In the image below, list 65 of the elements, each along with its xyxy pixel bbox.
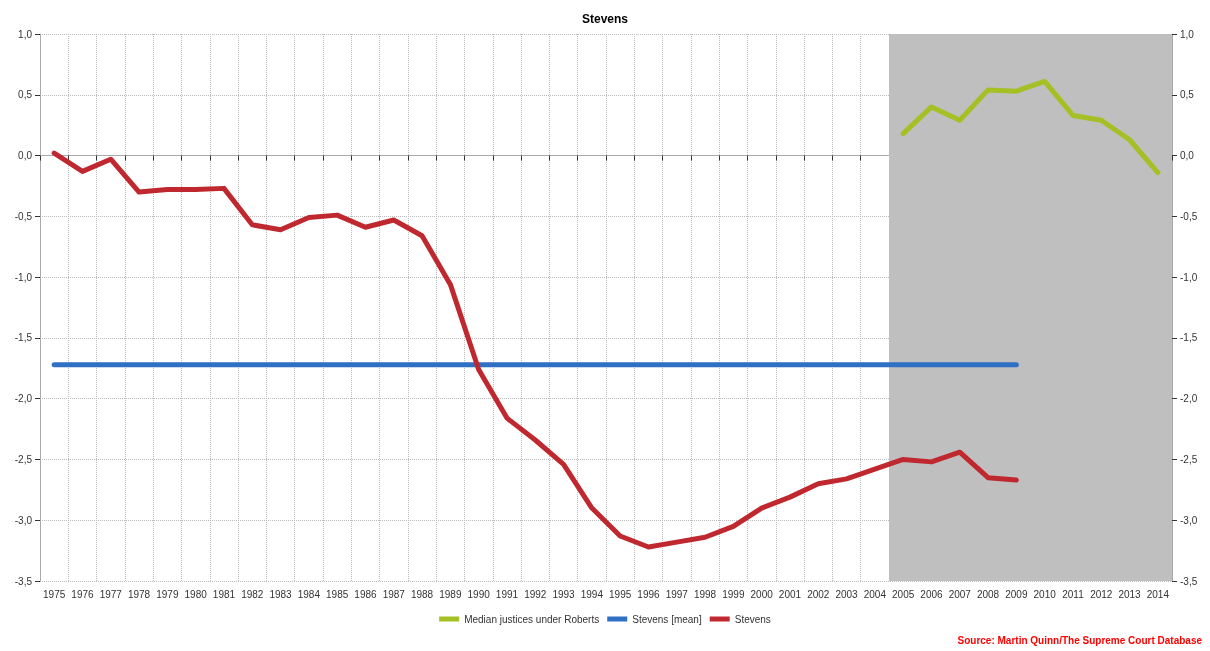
x-tick-label: 1995 <box>609 588 632 600</box>
y2-tick-label: -0,5 <box>1180 210 1198 222</box>
x-tick-label: 1976 <box>71 588 95 600</box>
y2-tick-label: 0,0 <box>1180 150 1195 162</box>
x-tick-label: 1987 <box>382 588 406 600</box>
x-tick-label: 1981 <box>212 588 236 600</box>
x-tick-label: 2013 <box>1118 588 1142 600</box>
y-tick-label: 1,0 <box>18 28 33 40</box>
x-tick-label: 1985 <box>326 588 349 600</box>
x-tick-label: 2014 <box>1146 588 1170 600</box>
x-tick-label: 2002 <box>807 588 830 600</box>
x-tick-label: 1988 <box>410 588 434 600</box>
source-note: Source: Martin Quinn/The Supreme Court Database <box>957 634 1203 646</box>
x-tick-label: 1975 <box>43 588 66 600</box>
x-tick-label: 2011 <box>1062 588 1085 600</box>
x-tick-label: 1993 <box>552 588 576 600</box>
x-tick-label: 2009 <box>1005 588 1028 600</box>
x-tick-label: 1999 <box>722 588 745 600</box>
x-tick-label: 1989 <box>439 588 462 600</box>
x-tick-label: 1984 <box>297 588 321 600</box>
y-tick-label: -1,0 <box>14 271 33 283</box>
y2-tick-label: -3,5 <box>1180 575 1198 587</box>
y2-tick-label: -1,0 <box>1180 271 1198 283</box>
legend-label: Stevens [mean] <box>632 613 702 625</box>
x-tick-label: 2010 <box>1033 588 1057 600</box>
y-tick-label: 0,0 <box>18 150 33 162</box>
x-tick-label: 2000 <box>750 588 774 600</box>
legend-label: Median justices under Roberts <box>464 613 600 625</box>
y2-tick-label: -2,0 <box>1180 393 1198 405</box>
x-tick-label: 1996 <box>637 588 661 600</box>
x-tick-label: 1990 <box>467 588 491 600</box>
x-tick-label: 1992 <box>524 588 547 600</box>
y-tick-label: -0,5 <box>14 210 33 222</box>
x-tick-label: 2005 <box>892 588 915 600</box>
x-tick-label: 1986 <box>354 588 378 600</box>
chart-title: Stevens <box>581 12 629 26</box>
y2-tick-label: -2,5 <box>1180 453 1198 465</box>
x-tick-label: 1983 <box>269 588 293 600</box>
y2-tick-label: -3,0 <box>1180 514 1198 526</box>
x-tick-label: 1998 <box>693 588 717 600</box>
y-tick-label: -2,5 <box>14 453 33 465</box>
x-tick-label: 1980 <box>184 588 208 600</box>
legend-label: Stevens <box>734 613 771 625</box>
y-tick-label: 0,5 <box>18 89 33 101</box>
y2-tick-label: 0,5 <box>1180 89 1195 101</box>
y-tick-label: -1,5 <box>14 332 33 344</box>
y2-tick-label: 1,0 <box>1180 28 1195 40</box>
x-tick-label: 2006 <box>920 588 944 600</box>
x-tick-label: 2004 <box>863 588 887 600</box>
y-tick-label: -2,0 <box>14 393 33 405</box>
x-tick-label: 1991 <box>495 588 519 600</box>
x-tick-label: 1994 <box>580 588 604 600</box>
x-tick-label: 1982 <box>241 588 264 600</box>
x-tick-label: 1977 <box>99 588 123 600</box>
x-tick-label: 2012 <box>1090 588 1113 600</box>
y2-tick-label: -1,5 <box>1180 332 1198 344</box>
x-tick-label: 2001 <box>778 588 802 600</box>
x-tick-label: 2003 <box>835 588 859 600</box>
x-tick-label: 1979 <box>156 588 179 600</box>
x-tick-label: 1997 <box>665 588 689 600</box>
y-tick-label: -3,5 <box>14 575 33 587</box>
y-tick-label: -3,0 <box>14 514 33 526</box>
x-tick-label: 2008 <box>976 588 1000 600</box>
x-tick-label: 2007 <box>948 588 972 600</box>
x-tick-label: 1978 <box>127 588 151 600</box>
